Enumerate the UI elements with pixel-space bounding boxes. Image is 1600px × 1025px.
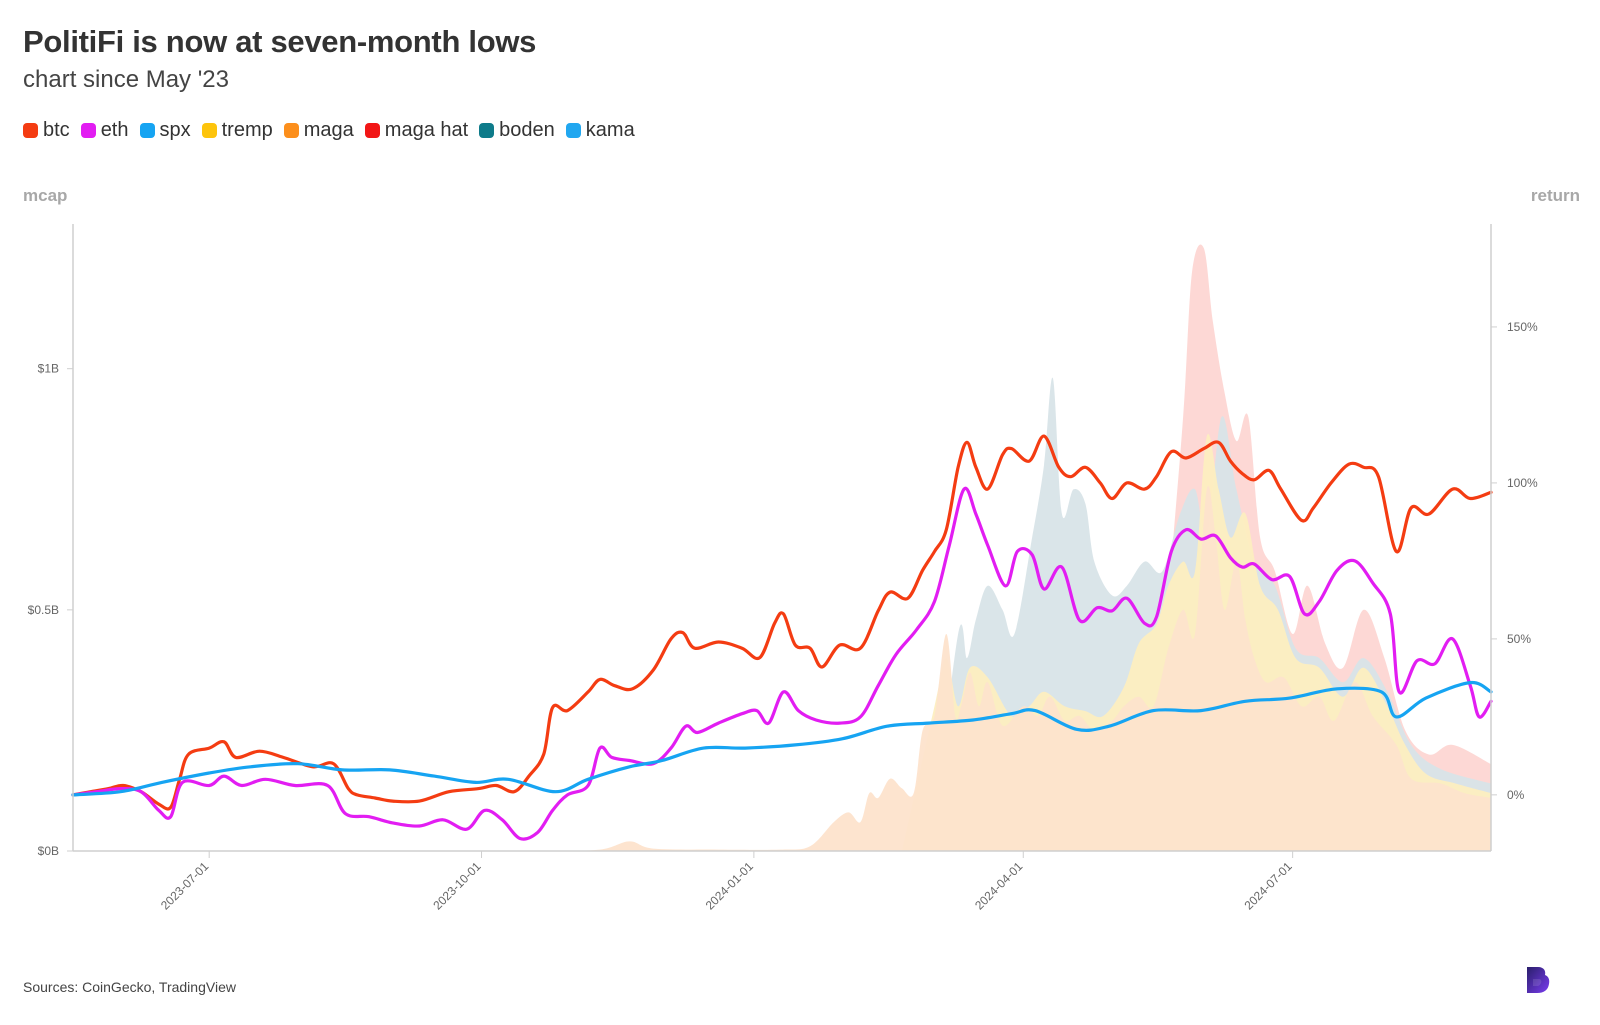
legend-item-maga[interactable]: maga bbox=[283, 119, 354, 142]
legend-label-btc: btc bbox=[43, 119, 70, 141]
legend-item-maga-hat[interactable]: maga hat bbox=[364, 119, 469, 142]
legend-label-tremp: tremp bbox=[221, 119, 273, 141]
legend-item-boden[interactable]: boden bbox=[479, 119, 555, 142]
legend-item-btc[interactable]: btc bbox=[23, 119, 70, 142]
x-tick-label: 2024-07-01 bbox=[1241, 859, 1295, 913]
legend-swatch-eth bbox=[80, 123, 96, 138]
legend-swatch-boden bbox=[479, 123, 495, 138]
legend-swatch-btc bbox=[23, 123, 38, 138]
legend-label-maga: maga bbox=[303, 119, 354, 141]
left-tick-label: $0.5B bbox=[28, 603, 59, 617]
x-tick-label: 2023-07-01 bbox=[158, 859, 212, 913]
chart-title: PolitiFi is now at seven-month lows bbox=[23, 24, 537, 59]
x-tick-label: 2024-04-01 bbox=[972, 859, 1026, 913]
chart-legend: btc eth spx tremp maga maga hat boden ka… bbox=[23, 119, 646, 142]
source-note: Sources: CoinGecko, TradingView bbox=[23, 979, 236, 995]
legend-item-spx[interactable]: spx bbox=[139, 119, 191, 142]
brand-logo-icon bbox=[1527, 967, 1550, 993]
line-btc bbox=[71, 434, 1493, 811]
legend-swatch-spx bbox=[139, 123, 155, 138]
legend-label-boden: boden bbox=[499, 119, 555, 141]
x-tick-label: 2023-10-01 bbox=[430, 859, 484, 913]
right-tick-label: 50% bbox=[1507, 632, 1531, 646]
left-tick-label: $0B bbox=[38, 844, 59, 858]
chart-subtitle: chart since May '23 bbox=[23, 66, 230, 93]
legend-item-eth[interactable]: eth bbox=[80, 119, 129, 142]
legend-swatch-kama bbox=[565, 123, 581, 138]
line-eth bbox=[71, 486, 1493, 841]
legend-label-spx: spx bbox=[159, 119, 191, 141]
legend-label-kama: kama bbox=[585, 119, 635, 141]
left-axis-title: mcap bbox=[23, 186, 68, 205]
right-tick-label: 0% bbox=[1507, 788, 1525, 802]
legend-label-eth: eth bbox=[100, 119, 129, 141]
area-maga bbox=[540, 485, 1491, 851]
right-tick-label: 100% bbox=[1507, 476, 1538, 490]
x-tick-label: 2024-01-01 bbox=[703, 859, 757, 913]
left-tick-label: $1B bbox=[38, 362, 59, 376]
right-tick-label: 150% bbox=[1507, 320, 1538, 334]
legend-item-kama[interactable]: kama bbox=[565, 119, 635, 142]
legend-swatch-tremp bbox=[201, 123, 217, 138]
right-axis-title: return bbox=[1530, 186, 1580, 205]
line-spx bbox=[71, 680, 1493, 797]
legend-swatch-maga bbox=[283, 123, 299, 138]
legend-swatch-maga-hat bbox=[364, 123, 380, 138]
legend-label-maga-hat: maga hat bbox=[384, 119, 469, 141]
legend-item-tremp[interactable]: tremp bbox=[201, 119, 273, 142]
